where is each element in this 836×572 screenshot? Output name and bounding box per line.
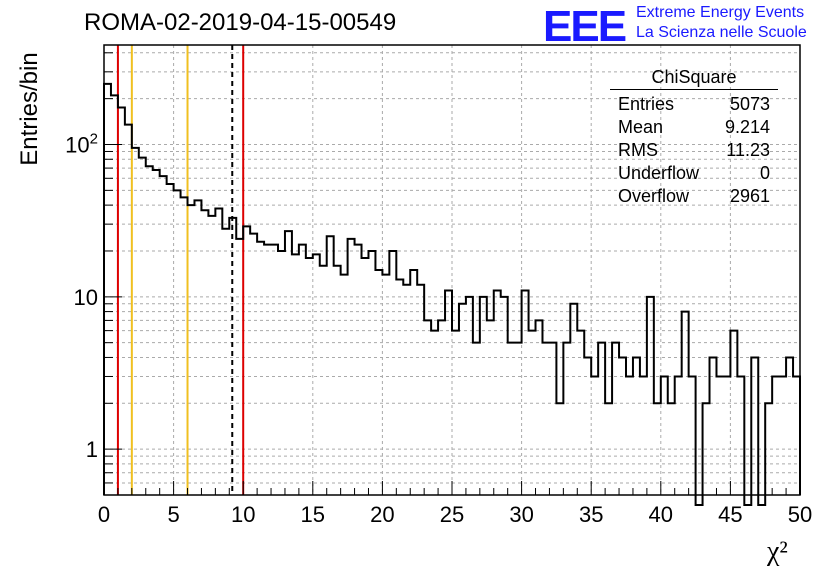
x-tick-label: 15 (301, 502, 325, 527)
x-tick-label: 35 (579, 502, 603, 527)
stats-label: Overflow (618, 186, 690, 206)
x-axis-label: χ² (767, 536, 788, 567)
run-title: ROMA-02-2019-04-15-00549 (84, 9, 397, 36)
stats-row: Entries 5073 (610, 93, 778, 116)
x-tick-label: 40 (649, 502, 673, 527)
stats-value: 2961 (729, 186, 770, 206)
histogram-series (103, 82, 801, 506)
x-tick-label: 45 (718, 502, 742, 527)
stats-row: Underflow 0 (610, 162, 778, 185)
x-tick-label: 5 (167, 502, 179, 527)
stats-value: 0 (759, 163, 770, 183)
y-tick-label: 102 (65, 130, 98, 157)
y-tick-label: 1 (86, 437, 98, 462)
stats-value: 9.214 (724, 117, 770, 137)
stats-label: Mean (618, 117, 664, 137)
x-tick-label: 10 (231, 502, 255, 527)
logo-line-2: La Scienza nelle Scuole (636, 24, 807, 41)
logo-line-1: Extreme Energy Events (636, 4, 805, 21)
stats-title: ChiSquare (610, 67, 778, 90)
stats-label: Underflow (618, 163, 700, 183)
y-tick-label: 10 (74, 285, 98, 310)
x-tick-label: 20 (370, 502, 394, 527)
stats-label: Entries (618, 94, 675, 114)
reference-lines (116, 45, 245, 495)
axis-ticks: 0 5 10 15 20 25 30 35 40 45 50 1 10 102 (65, 52, 812, 527)
stats-row: Overflow 2961 (610, 185, 778, 208)
stats-value: 5073 (729, 94, 770, 114)
stats-row: Mean 9.214 (610, 116, 778, 139)
stats-label: RMS (618, 140, 658, 160)
y-axis-label: Entries/bin (16, 52, 43, 166)
stats-row: RMS 11.23 (610, 139, 778, 162)
stats-box: ChiSquare Entries 5073 Mean 9.214 RMS 11.23… (610, 67, 778, 208)
x-tick-label: 50 (788, 502, 812, 527)
x-tick-label: 30 (509, 502, 533, 527)
stats-value: 11.23 (726, 140, 770, 160)
x-tick-label: 25 (440, 502, 464, 527)
eee-logo: EEE (543, 2, 627, 51)
x-tick-label: 0 (98, 502, 110, 527)
